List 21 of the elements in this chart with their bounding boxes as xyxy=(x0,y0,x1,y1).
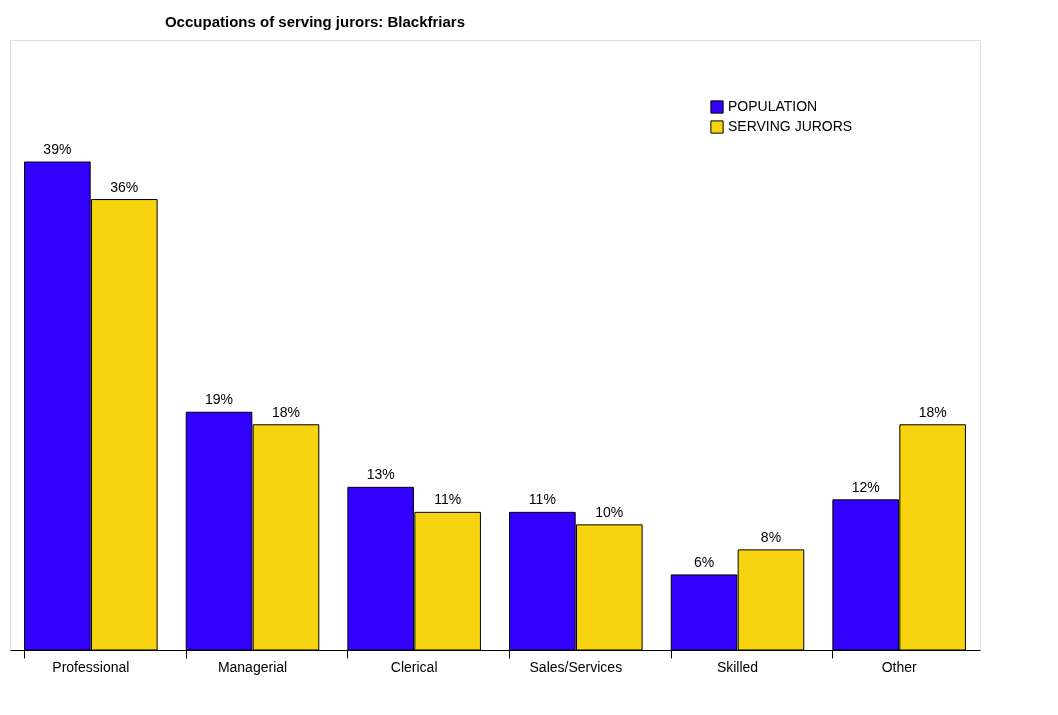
legend-label: SERVING JURORS xyxy=(728,118,853,134)
legend-label: POPULATION xyxy=(728,98,818,114)
x-tick-label: Managerial xyxy=(217,658,288,675)
x-tick-label: Clerical xyxy=(390,658,438,675)
data-label: 10% xyxy=(595,503,624,520)
x-tick-label: Other xyxy=(881,658,918,675)
chart-title: Occupations of serving jurors: Blackfriars xyxy=(164,13,466,30)
data-label: 13% xyxy=(366,466,395,483)
data-label: 39% xyxy=(43,141,72,157)
x-tick-label: Professional xyxy=(52,658,130,675)
data-label: 36% xyxy=(110,178,139,195)
data-label: 12% xyxy=(851,478,880,495)
data-label: 6% xyxy=(693,553,715,570)
data-label: 18% xyxy=(271,403,300,420)
data-label: 8% xyxy=(760,528,782,545)
data-label: 19% xyxy=(205,391,234,408)
x-tick-label: Sales/Services xyxy=(529,658,623,675)
data-label: 11% xyxy=(528,491,556,508)
data-label: 18% xyxy=(918,403,947,420)
x-tick-label: Skilled xyxy=(716,658,759,675)
data-label: 11% xyxy=(434,491,462,508)
